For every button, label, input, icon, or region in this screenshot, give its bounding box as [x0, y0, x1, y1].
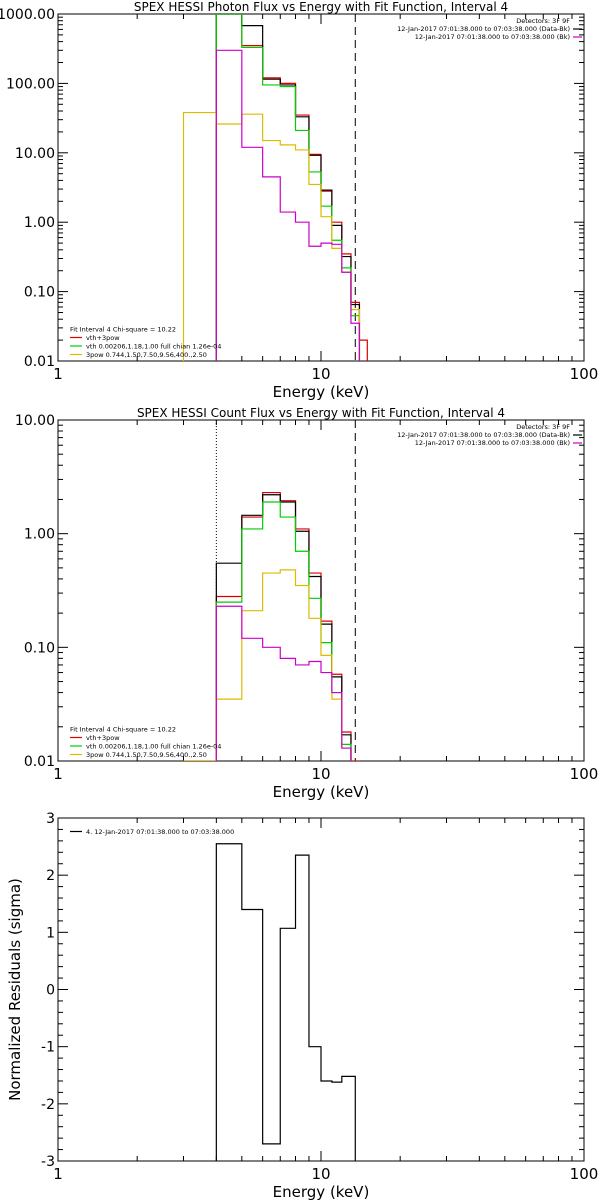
y-tick-label: 1: [46, 925, 55, 941]
histogram-series-2: [215, 494, 352, 761]
x-axis-label: Energy (keV): [273, 1183, 370, 1200]
data-area: [182, 14, 368, 361]
histogram-series-2: [215, 14, 361, 361]
histogram-series-3: [215, 14, 361, 361]
y-axis-label: Normalized Residuals (sigma): [6, 878, 24, 1101]
y-tick-label: 10.00: [15, 146, 55, 162]
info-line: 12-Jan-2017 07:01:38.000 to 07:03:38.000…: [397, 25, 570, 33]
info-line: 12-Jan-2017 07:01:38.000 to 07:03:38.000…: [415, 33, 570, 41]
histogram-series-5: [215, 49, 361, 361]
x-axis-label: Energy (keV): [273, 383, 370, 401]
y-tick-label: 0.10: [24, 640, 55, 656]
chart-title: SPEX HESSI Count Flux vs Energy with Fit…: [137, 406, 505, 420]
info-line: 12-Jan-2017 07:01:38.000 to 07:03:38.000…: [397, 431, 570, 439]
chart-panel-2: SPEX HESSI Count Flux vs Energy with Fit…: [15, 406, 598, 801]
info-line: 12-Jan-2017 07:01:38.000 to 07:03:38.000…: [415, 439, 570, 447]
chart-panel-1: SPEX HESSI Photon Flux vs Energy with Fi…: [0, 0, 598, 401]
y-tick-label: 1000.00: [0, 7, 55, 23]
x-tick-label: 10: [311, 765, 330, 783]
chart-title: SPEX HESSI Photon Flux vs Energy with Fi…: [134, 0, 508, 14]
y-tick-label: -1: [41, 1040, 55, 1056]
y-tick-label: 1.00: [24, 215, 55, 231]
legend-entry: vth+3pow: [86, 734, 120, 742]
legend-entry: vth 0.00206,1.18,1.00 full chian 1.26e-0…: [86, 743, 221, 751]
x-tick-label: 100: [570, 365, 599, 383]
histogram-series-4: [183, 569, 352, 761]
y-tick-label: 0.01: [24, 354, 55, 370]
legend-header: Fit Interval 4 Chi-square = 10.22: [70, 726, 176, 734]
legend-entry: 3pow 0.744,1.50,7.50,9.56,400.,2.50: [86, 351, 207, 359]
info-line: Detectors: 3F 9F: [516, 17, 570, 25]
plot-frame: [57, 817, 585, 1162]
data-area: [215, 843, 356, 1161]
x-tick-label: 1: [53, 765, 63, 783]
x-tick-label: 10: [311, 365, 330, 383]
y-tick-label: 0.10: [24, 285, 55, 301]
x-tick-label: 100: [570, 765, 599, 783]
x-tick-label: 1: [53, 1165, 63, 1183]
histogram-series-1: [215, 843, 356, 1161]
legend-entry: vth 0.00206,1.18,1.00 full chian 1.26e-0…: [86, 343, 221, 351]
y-tick-label: 2: [46, 868, 55, 884]
y-tick-label: 3: [46, 811, 55, 827]
x-axis-label: Energy (keV): [273, 783, 370, 801]
data-area: [183, 420, 360, 761]
legend-header: Fit Interval 4 Chi-square = 10.22: [70, 326, 176, 334]
legend-entry: 3pow 0.744,1.50,7.50,9.56,400.,2.50: [86, 751, 207, 759]
histogram-series-5: [215, 605, 352, 761]
histogram-series-1: [215, 14, 368, 361]
histogram-series-4: [182, 111, 361, 361]
y-tick-label: -3: [41, 1154, 55, 1170]
x-tick-label: 100: [570, 1165, 599, 1183]
legend-entry: vth+3pow: [86, 334, 120, 342]
y-tick-label: 0: [46, 983, 55, 999]
y-tick-label: 1.00: [24, 527, 55, 543]
x-tick-label: 1: [53, 365, 63, 383]
histogram-series-3: [215, 501, 352, 761]
y-tick-label: -2: [41, 1097, 55, 1113]
x-tick-label: 10: [311, 1165, 330, 1183]
info-line: Detectors: 3F 9F: [516, 423, 570, 431]
y-tick-label: 10.00: [15, 413, 55, 429]
legend-entry: 4. 12-Jan-2017 07:01:38.000 to 07:03:38.…: [86, 828, 234, 836]
y-tick-label: 100.00: [6, 76, 55, 92]
histogram-series-1: [183, 491, 360, 761]
y-tick-label: 0.01: [24, 754, 55, 770]
chart-panel-3: 1 10 100 Energy (keV) -3 -2 -1 0 1 2 3 Normalized R…: [6, 811, 598, 1200]
